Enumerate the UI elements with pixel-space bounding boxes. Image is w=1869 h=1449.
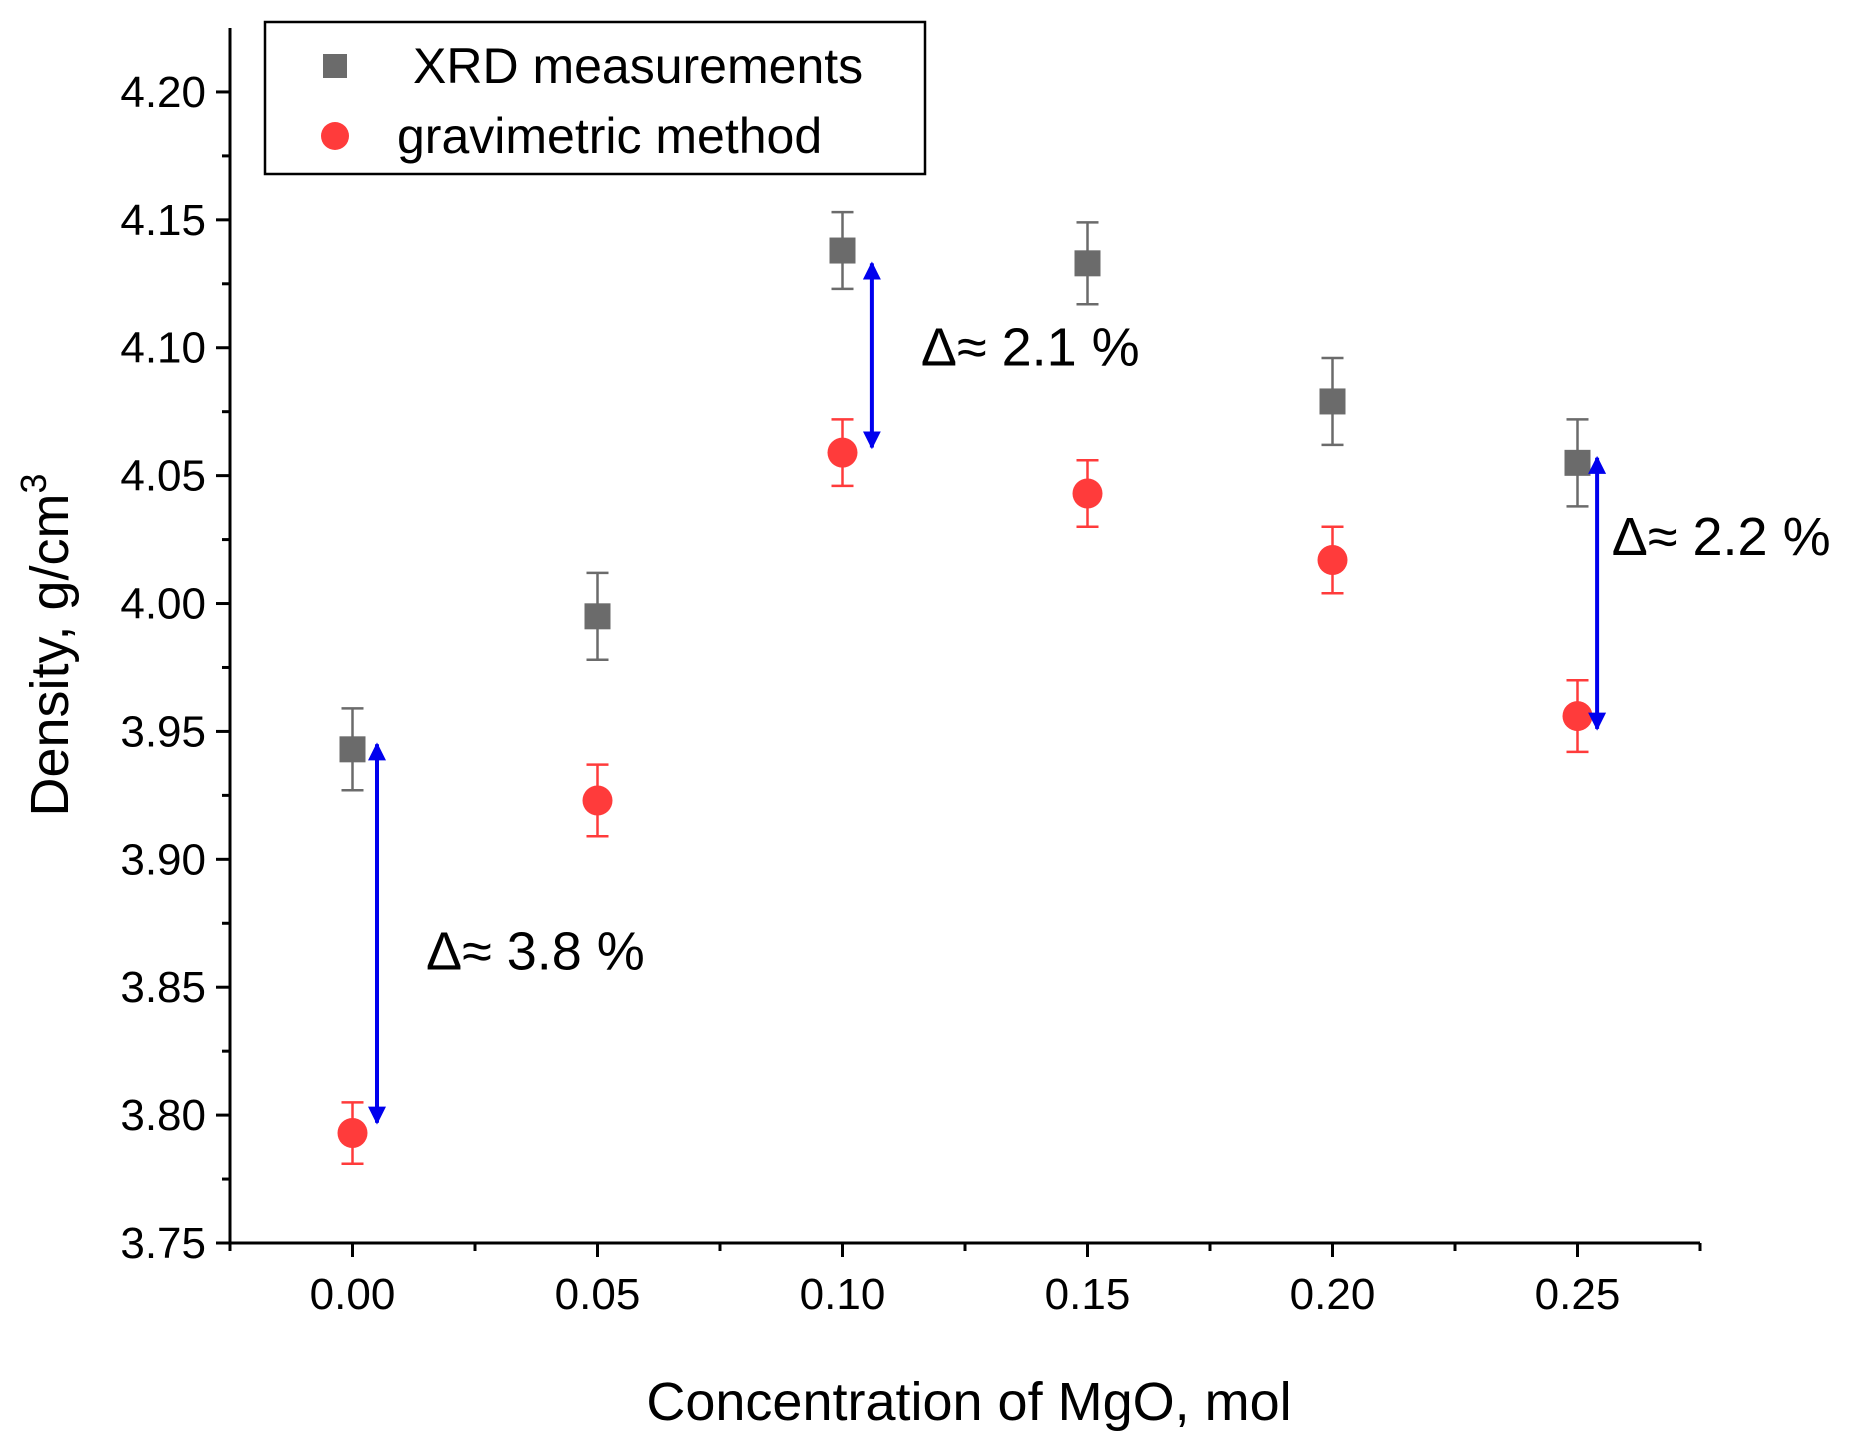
x-tick-label: 0.15: [1045, 1270, 1131, 1319]
data-point: [1562, 701, 1593, 732]
annotation-layer: Δ≈ 3.8 % Δ≈ 2.1 % Δ≈ 2.2 %: [368, 261, 1831, 1125]
data-point: [1072, 478, 1103, 509]
y-axis: 3.75 3.80 3.85 3.90 3.95 4.00 4.05 4.10 4.15 4.20: [120, 28, 232, 1268]
y-tick-label: 4.00: [120, 580, 206, 629]
series-xrd: [339, 210, 1591, 792]
series-layer: [337, 210, 1593, 1165]
x-axis-title: Concentration of MgO, mol: [646, 1372, 1291, 1432]
y-tick-label: 4.05: [120, 452, 206, 501]
difference-label: Δ≈ 3.8 %: [426, 921, 645, 981]
x-tick-label: 0.05: [555, 1270, 641, 1319]
legend-box: [263, 20, 927, 176]
x-tick-label: 0.20: [1290, 1270, 1376, 1319]
difference-label: Δ≈ 2.1 %: [921, 318, 1140, 378]
y-tick-label: 3.95: [120, 707, 206, 756]
data-point: [829, 237, 856, 264]
legend-label: gravimetric method: [397, 108, 822, 164]
x-tick-label: 0.10: [800, 1270, 886, 1319]
legend: XRD measurements gravimetric method: [263, 20, 927, 176]
difference-label: Δ≈ 2.2 %: [1612, 507, 1831, 567]
x-tick-label: 0.00: [310, 1270, 396, 1319]
x-tick-label: 0.25: [1535, 1270, 1621, 1319]
series-gravimetric: [337, 418, 1593, 1165]
y-axis-title-superscript: 3: [13, 473, 54, 493]
x-axis: 0.00 0.05 0.10 0.15 0.20 0.25: [228, 1241, 1702, 1319]
y-axis-title: Density, g/cm3: [13, 473, 80, 816]
legend-marker-square: [323, 54, 347, 78]
y-tick-label: 3.85: [120, 963, 206, 1012]
y-tick-label: 4.15: [120, 196, 206, 245]
y-tick-label: 3.80: [120, 1091, 206, 1140]
y-tick-label: 4.20: [120, 68, 206, 117]
data-point: [1319, 388, 1346, 415]
data-point: [1317, 545, 1348, 576]
data-point: [1074, 250, 1101, 277]
data-point: [1564, 449, 1591, 476]
data-point: [584, 603, 611, 630]
y-tick-label: 4.10: [120, 324, 206, 373]
data-point: [827, 437, 858, 468]
data-point: [582, 785, 613, 816]
y-axis-title-main: Density, g/cm: [20, 493, 80, 816]
data-point: [337, 1118, 368, 1149]
y-tick-label: 3.90: [120, 835, 206, 884]
data-point: [339, 736, 366, 763]
y-tick-label: 3.75: [120, 1219, 206, 1268]
legend-label: XRD measurements: [413, 38, 863, 94]
legend-marker-circle: [321, 122, 349, 150]
